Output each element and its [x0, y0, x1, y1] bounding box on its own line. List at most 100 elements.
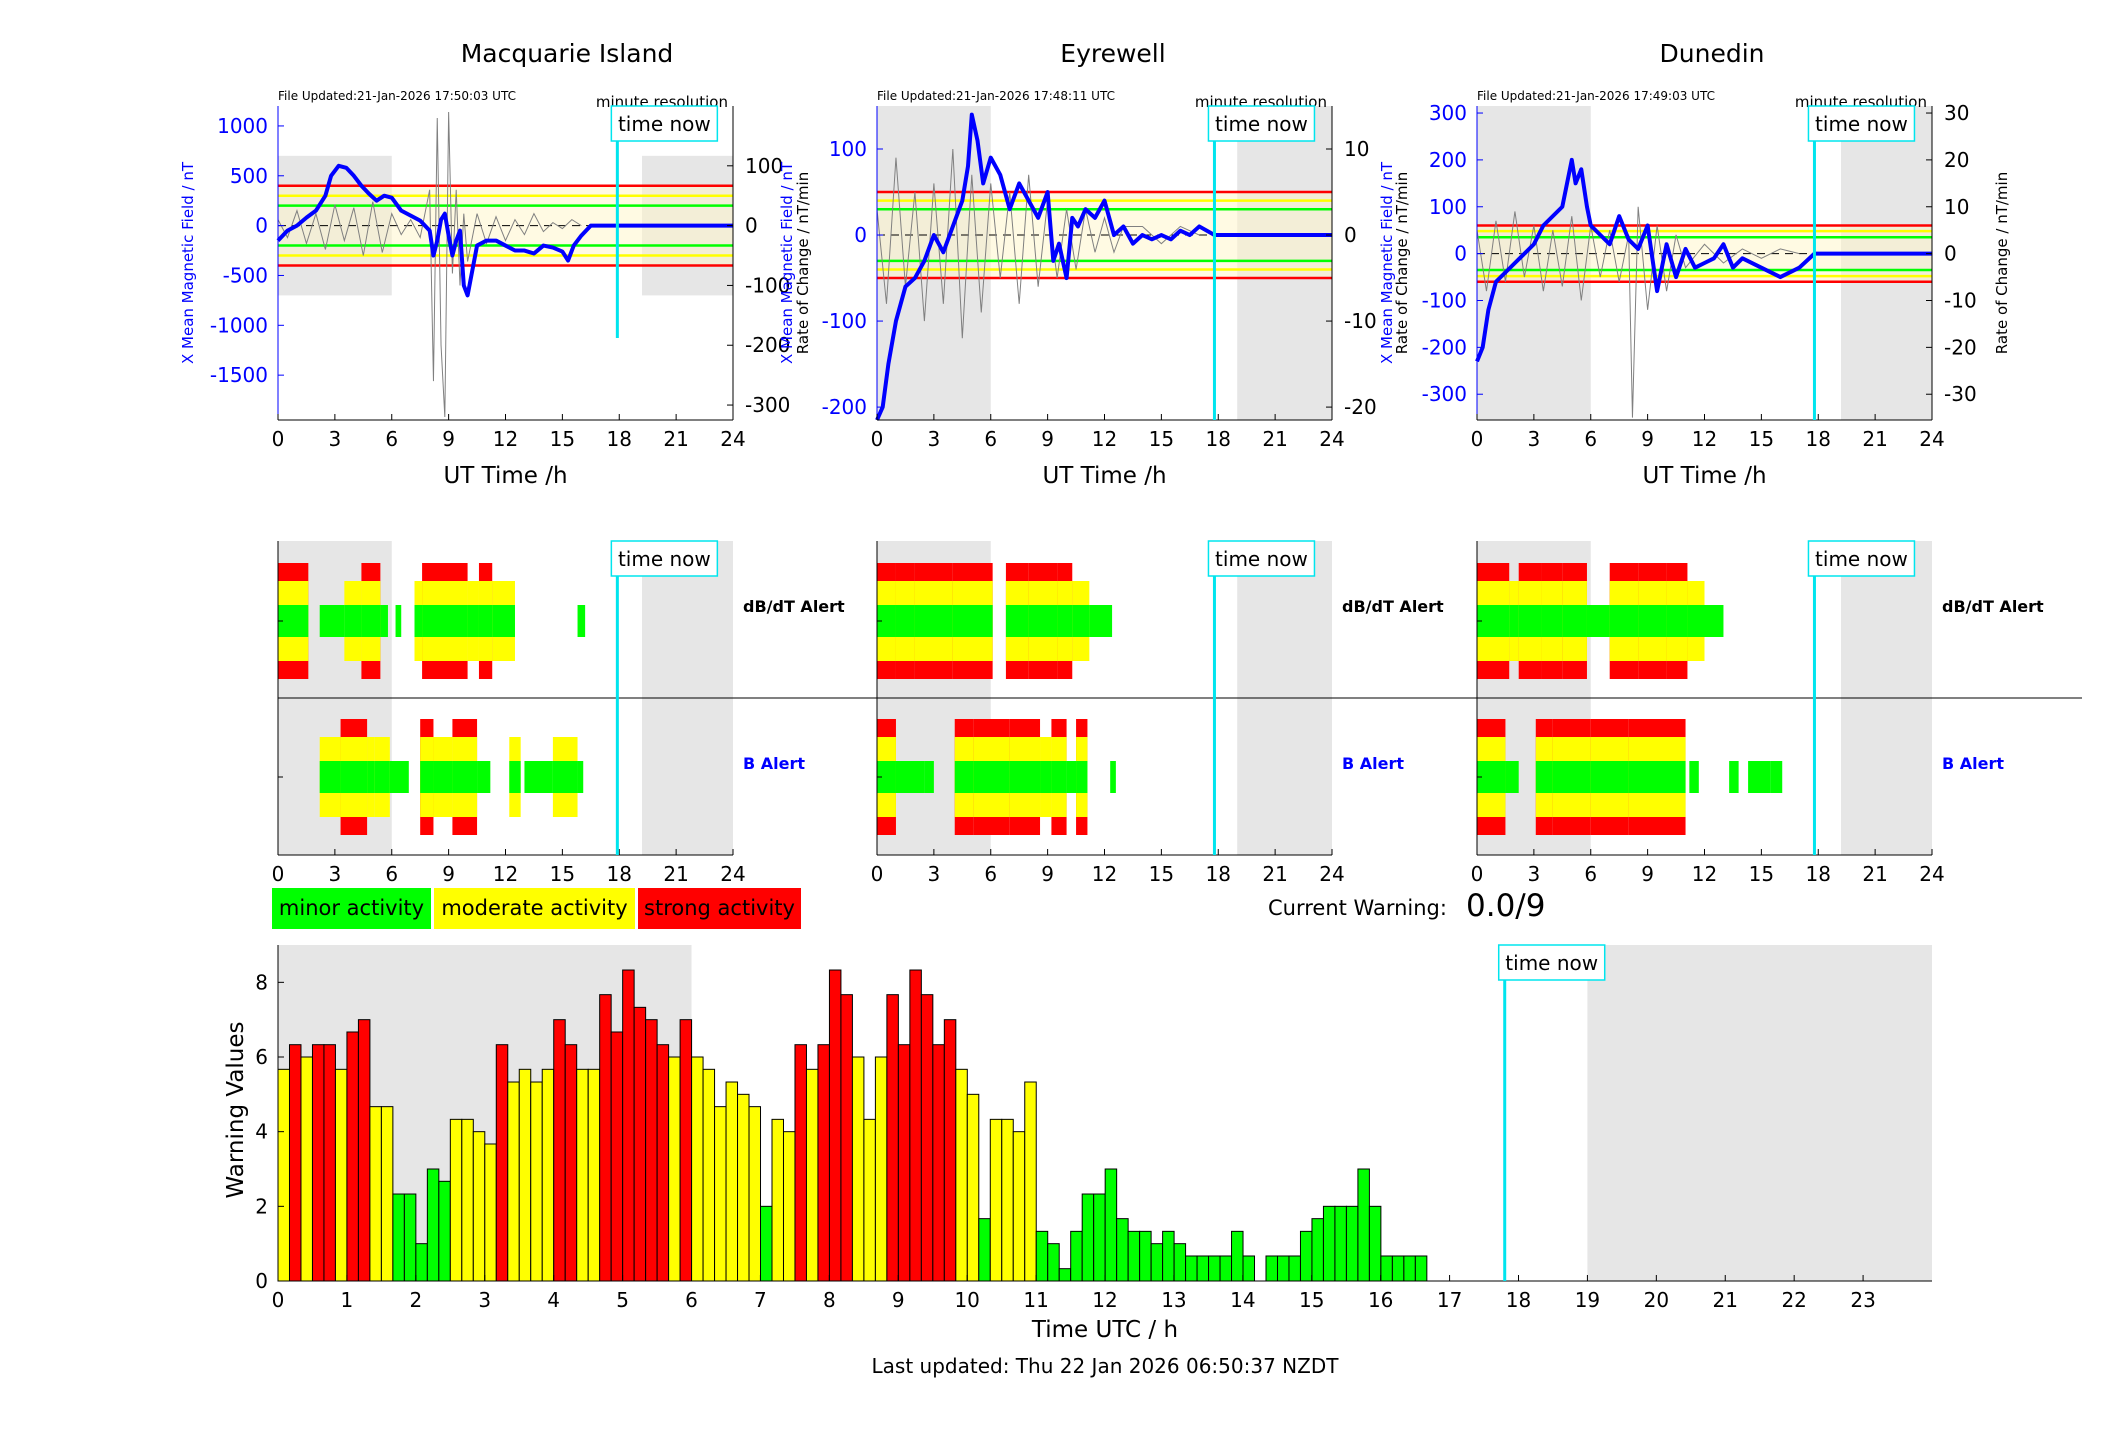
- y-left-tick-label: -300: [1422, 382, 1467, 406]
- warning-bar: [1276, 1255, 1290, 1282]
- last-updated-footer: Last updated: Thu 22 Jan 2026 06:50:37 N…: [872, 1354, 1340, 1378]
- alert-segment: [361, 605, 381, 637]
- x-tick-label: 0: [871, 427, 884, 451]
- y-left-tick-label: -1000: [210, 313, 268, 337]
- y-tick-label: 0: [255, 1269, 268, 1293]
- warning-bar: [1403, 1255, 1416, 1282]
- x-tick-label: 18: [1206, 427, 1231, 451]
- alert-segment: [1005, 605, 1029, 637]
- warning-bar: [576, 1068, 589, 1282]
- alert-segment: [467, 605, 479, 637]
- y-left-tick-label: 0: [1454, 242, 1467, 266]
- warning-bar: [518, 1068, 532, 1282]
- x-axis-label: UT Time /h: [443, 463, 567, 489]
- x-tick-label: 9: [1041, 427, 1054, 451]
- warning-bar: [966, 1093, 980, 1282]
- warning-bar: [760, 1205, 773, 1282]
- y-right-tick-label: -10: [1944, 288, 1977, 312]
- warning-bar: [679, 1019, 693, 1282]
- warning-bar: [645, 1019, 658, 1282]
- x-tick-label: 18: [1506, 1288, 1531, 1312]
- warning-bar: [1242, 1255, 1256, 1282]
- alert-segment: [367, 761, 375, 793]
- time-now-label: time now: [618, 112, 711, 136]
- warning-bar: [656, 1044, 670, 1282]
- alert-segment: [1066, 761, 1077, 793]
- current-warning-value: 0.0/9: [1466, 888, 1546, 924]
- warning-bar: [691, 1056, 704, 1282]
- alert-segment: [509, 761, 521, 793]
- x-tick-label: 9: [892, 1288, 905, 1312]
- alert-segment: [1562, 605, 1587, 637]
- warning-bar: [943, 1019, 957, 1282]
- station-title-dunedin: Dunedin: [1660, 39, 1765, 68]
- alert-row-label: B Alert: [1342, 754, 1404, 773]
- alert-segment: [1110, 761, 1116, 793]
- warning-bar: [553, 1019, 566, 1282]
- y-left-tick-label: 100: [1429, 195, 1467, 219]
- alert-segment: [1040, 761, 1052, 793]
- warning-bar: [771, 1118, 784, 1282]
- rate-of-change-series: [277, 111, 582, 418]
- warning-bar: [346, 1031, 359, 1282]
- line-panel-0: 0 3 6 9 12 15 18 21 2410005000-500-1000-15001000…: [179, 93, 812, 489]
- warning-bar: [725, 1081, 739, 1282]
- alert-segment: [1051, 761, 1067, 793]
- bar-xlabel: Time UTC / h: [1031, 1317, 1178, 1343]
- warning-bar: [840, 994, 853, 1282]
- warning-bar-chart: 0 1 2 3 4 5 6 7 8 9 10 11 12 13 14 15 16 17 18 19 20 21 22 2302…: [255, 944, 1932, 1312]
- time-now-box: [1207, 105, 1316, 142]
- y-tick-label: 6: [255, 1045, 268, 1069]
- warning-bar: [369, 1106, 382, 1282]
- warning-bar: [1265, 1255, 1278, 1282]
- alert-segment: [973, 761, 1010, 793]
- warning-bar: [403, 1193, 417, 1282]
- x-tick-label: 12: [1092, 427, 1117, 451]
- x-tick-label: 23: [1850, 1288, 1875, 1312]
- x-tick-label: 18: [1206, 862, 1231, 886]
- x-tick-label: 9: [1641, 862, 1654, 886]
- y-left-tick-label: -100: [1422, 288, 1467, 312]
- x-tick-label: 12: [1692, 862, 1717, 886]
- x-tick-label: 12: [1092, 1288, 1117, 1312]
- alert-segment: [1072, 605, 1090, 637]
- warning-bar: [1047, 1243, 1060, 1282]
- x-tick-label: 9: [442, 862, 455, 886]
- warning-bar: [1058, 1268, 1072, 1282]
- x-tick-label: 18: [607, 862, 632, 886]
- warning-bar: [1185, 1255, 1198, 1282]
- x-axis-label: UT Time /h: [1042, 463, 1166, 489]
- x-tick-label: 18: [1806, 427, 1831, 451]
- alert-row-label: dB/dT Alert: [743, 597, 845, 616]
- warning-bar: [828, 969, 842, 1282]
- warning-bar: [1127, 1230, 1141, 1282]
- warning-bar: [909, 969, 922, 1282]
- alert-segment: [492, 605, 515, 637]
- warning-bar: [737, 1093, 750, 1282]
- y-right-tick-label: -100: [745, 273, 790, 297]
- alert-segment: [1729, 761, 1739, 793]
- y-right-tick-label: 20: [1944, 148, 1969, 172]
- x-tick-label: 0: [272, 862, 285, 886]
- alert-segment: [1666, 605, 1688, 637]
- alert-segment: [340, 761, 368, 793]
- station-title-macquarie: Macquarie Island: [461, 39, 674, 68]
- alert-segment: [478, 605, 493, 637]
- x-tick-label: 15: [550, 862, 575, 886]
- warning-bar: [472, 1131, 486, 1282]
- x-tick-label: 0: [1471, 427, 1484, 451]
- warning-bar: [1001, 1118, 1014, 1282]
- warning-bar: [495, 1044, 509, 1282]
- x-tick-label: 24: [720, 427, 745, 451]
- y-tick-label: 8: [255, 970, 268, 994]
- bar-ylabel: Warning Values: [223, 1021, 249, 1198]
- time-now-label: time now: [1215, 547, 1308, 571]
- alert-segment: [452, 761, 478, 793]
- y-right-tick-label: -30: [1944, 382, 1977, 406]
- x-tick-label: 24: [1319, 862, 1344, 886]
- warning-bar: [1231, 1230, 1244, 1282]
- warning-bar: [1104, 1168, 1118, 1282]
- warning-bar: [1345, 1205, 1359, 1282]
- warning-bar: [1219, 1255, 1233, 1282]
